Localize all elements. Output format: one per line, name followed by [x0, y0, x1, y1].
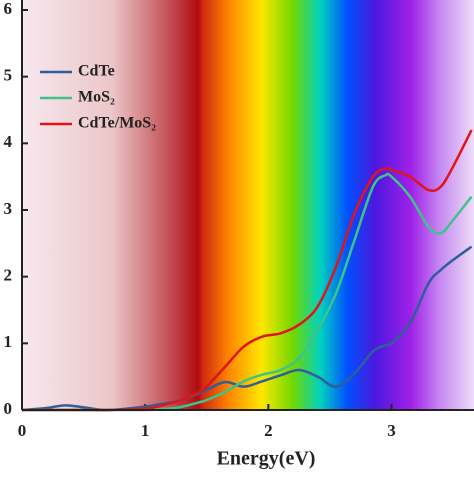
legend: CdTe MoS₂ CdTe/MoS₂	[40, 63, 156, 132]
x-tick-label: 2	[264, 421, 273, 440]
y-tick-label: 5	[4, 66, 13, 85]
legend-label: CdTe	[78, 63, 115, 80]
y-tick-label: 4	[4, 132, 13, 151]
x-tick-label: 1	[141, 421, 150, 440]
legend-label: CdTe/MoS₂	[78, 115, 156, 132]
spectrum-background	[22, 0, 474, 410]
legend-label: MoS₂	[78, 89, 115, 106]
y-tick-label: 3	[4, 199, 13, 218]
y-tick-label: 0	[4, 399, 13, 418]
y-tick-label: 2	[4, 266, 13, 285]
x-tick-label: 0	[18, 421, 27, 440]
y-tick-label: 6	[4, 0, 13, 18]
x-tick-label: 3	[387, 421, 396, 440]
y-tick-label: 1	[4, 332, 13, 351]
x-axis-label: Energy(eV)	[217, 448, 316, 470]
